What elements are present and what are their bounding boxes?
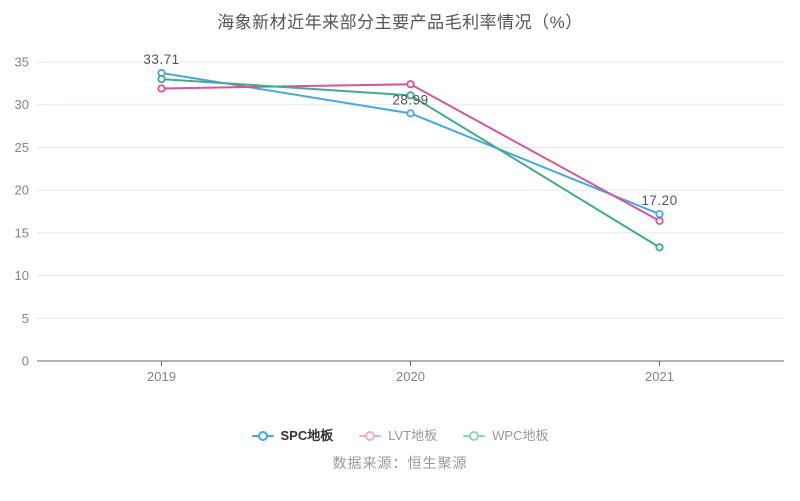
legend-label: LVT地板 <box>388 428 438 443</box>
legend-item-3[interactable]: WPC地板 <box>463 427 548 445</box>
chart-title: 海象新材近年来部分主要产品毛利率情况（%） <box>217 13 583 32</box>
y-axis-label: 0 <box>22 354 29 369</box>
y-axis-label: 10 <box>15 268 29 283</box>
data-point <box>406 91 415 100</box>
data-point <box>157 84 166 93</box>
x-axis-label: 2020 <box>396 369 425 384</box>
y-axis-label: 20 <box>15 183 29 198</box>
y-axis-label: 30 <box>15 97 29 112</box>
legend-label: SPC地板 <box>280 428 334 443</box>
legend-item-2[interactable]: LVT地板 <box>359 427 437 445</box>
x-axis-label: 2019 <box>147 369 176 384</box>
data-point <box>655 243 664 252</box>
data-point-label: 28.99 <box>392 92 428 107</box>
legend-marker-line-icon <box>359 431 382 441</box>
y-axis-label: 35 <box>15 55 29 70</box>
chart-legend: SPC地板 LVT地板 WPC地板 <box>0 427 800 445</box>
data-point-label: 33.71 <box>143 52 179 67</box>
legend-marker-line-icon <box>251 431 274 441</box>
legend-marker-line-icon <box>463 431 486 441</box>
data-point <box>655 209 664 219</box>
data-source-note: 数据来源：恒生聚源 <box>332 455 468 471</box>
x-axis-label: 2021 <box>645 369 674 384</box>
data-point-label: 17.20 <box>641 193 677 208</box>
y-axis-label: 15 <box>15 225 29 240</box>
data-point <box>406 80 415 89</box>
data-point <box>157 74 166 84</box>
legend-item-1[interactable]: SPC地板 <box>251 427 334 445</box>
legend-marker-circle-icon <box>469 431 480 441</box>
y-axis-label: 5 <box>22 311 29 326</box>
legend-marker-circle-icon <box>257 431 268 441</box>
legend-label: WPC地板 <box>492 428 549 443</box>
data-point <box>406 109 415 118</box>
legend-marker-circle-icon <box>365 431 376 441</box>
y-axis-label: 25 <box>15 140 29 155</box>
line-chart-plot: 0 5 10 15 20 25 30 35 2019 2020 2021 33.71 28.99 17.2… <box>15 52 784 384</box>
data-point <box>655 216 664 225</box>
